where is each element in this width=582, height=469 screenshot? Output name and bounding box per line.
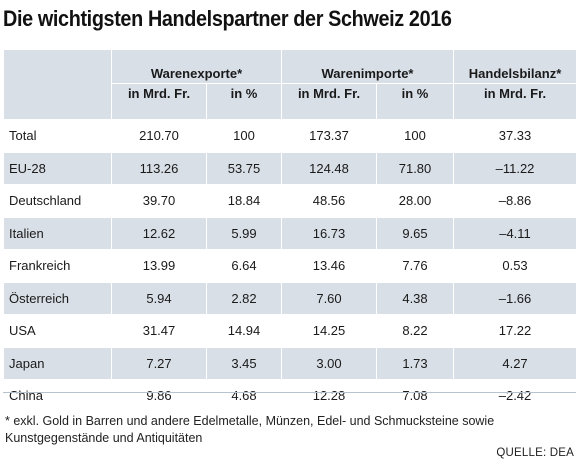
balance-cell: 17.22	[453, 314, 578, 348]
country-cell: Österreich	[3, 281, 112, 315]
balance-cell: 37.33	[453, 119, 578, 153]
exports-pct-cell: 4.68	[206, 379, 282, 413]
exports-pct-cell: 100	[206, 119, 282, 153]
header-imports-pct: in %	[375, 83, 455, 120]
table-row: China 9.86 4.68 12.28 7.08 –2.42	[3, 379, 578, 413]
table-row: Japan 7.27 3.45 3.00 1.73 4.27	[3, 346, 578, 380]
table-row: Frankreich 13.99 6.64 13.46 7.76 0.53	[3, 249, 578, 283]
imports-abs-cell: 7.60	[281, 281, 377, 315]
imports-abs-cell: 3.00	[281, 346, 377, 380]
imports-abs-cell: 48.56	[281, 184, 377, 218]
country-cell: USA	[3, 314, 112, 348]
header-exports: Warenexporte*	[111, 49, 282, 84]
header-imports-label: Warenimporte*	[321, 66, 414, 81]
exports-abs-cell: 9.86	[111, 379, 207, 413]
header-balance: Handelsbilanz*	[453, 49, 578, 84]
page-title: Die wichtigsten Handelspartner der Schwe…	[3, 6, 452, 31]
imports-pct-cell: 8.22	[375, 314, 455, 348]
balance-cell: –2.42	[453, 379, 578, 413]
table-row: USA 31.47 14.94 14.25 8.22 17.22	[3, 314, 578, 348]
country-cell: EU-28	[3, 151, 112, 185]
header-row-groups: Warenexporte* Warenimporte* Handelsbilan…	[3, 49, 578, 120]
exports-abs-cell: 31.47	[111, 314, 207, 348]
table-header: Warenexporte* Warenimporte* Handelsbilan…	[3, 49, 578, 120]
balance-cell: –11.22	[453, 151, 578, 185]
table-row: Italien 12.62 5.99 16.73 9.65 –4.11	[3, 216, 578, 250]
source-credit: QUELLE: DEA	[496, 447, 574, 459]
exports-abs-cell: 5.94	[111, 281, 207, 315]
country-cell: Italien	[3, 216, 112, 250]
header-balance-label: Handelsbilanz*	[468, 66, 562, 81]
header-imports: Warenimporte*	[280, 49, 455, 84]
header-exports-label: Warenexporte*	[150, 66, 243, 81]
table-body: Total 210.70 100 173.37 100 37.33 EU-28 …	[3, 119, 578, 413]
balance-cell: –8.86	[453, 184, 578, 218]
exports-pct-cell: 14.94	[206, 314, 282, 348]
table-row: Total 210.70 100 173.37 100 37.33	[3, 119, 578, 153]
imports-pct-cell: 28.00	[375, 184, 455, 218]
header-exports-abs: in Mrd. Fr.	[111, 83, 207, 120]
table-bottom-rule	[3, 392, 576, 393]
table-row: Deutschland 39.70 18.84 48.56 28.00 –8.8…	[3, 184, 578, 218]
imports-abs-cell: 14.25	[281, 314, 377, 348]
exports-abs-cell: 39.70	[111, 184, 207, 218]
imports-abs-cell: 124.48	[281, 151, 377, 185]
header-imports-abs: in Mrd. Fr.	[281, 83, 377, 120]
imports-abs-cell: 12.28	[281, 379, 377, 413]
balance-cell: –1.66	[453, 281, 578, 315]
country-cell: China	[3, 379, 112, 413]
table-row: Österreich 5.94 2.82 7.60 4.38 –1.66	[3, 281, 578, 315]
imports-pct-cell: 4.38	[375, 281, 455, 315]
imports-pct-cell: 100	[375, 119, 455, 153]
country-cell: Frankreich	[3, 249, 112, 283]
imports-abs-cell: 16.73	[281, 216, 377, 250]
header-balance-unit: in Mrd. Fr.	[453, 83, 578, 120]
balance-cell: 4.27	[453, 346, 578, 380]
exports-pct-cell: 53.75	[206, 151, 282, 185]
imports-abs-cell: 13.46	[281, 249, 377, 283]
table-row: EU-28 113.26 53.75 124.48 71.80 –11.22	[3, 151, 578, 185]
exports-abs-cell: 113.26	[111, 151, 207, 185]
imports-pct-cell: 7.76	[375, 249, 455, 283]
exports-pct-cell: 3.45	[206, 346, 282, 380]
exports-pct-cell: 6.64	[206, 249, 282, 283]
exports-abs-cell: 210.70	[111, 119, 207, 153]
header-exports-pct: in %	[206, 83, 282, 120]
balance-cell: –4.11	[453, 216, 578, 250]
header-row-units: in Mrd. Fr. in % in Mrd. Fr. in % in Mrd…	[4, 83, 578, 120]
trade-partners-table: Warenexporte* Warenimporte* Handelsbilan…	[3, 49, 578, 413]
country-cell: Deutschland	[3, 184, 112, 218]
exports-abs-cell: 13.99	[111, 249, 207, 283]
exports-abs-cell: 7.27	[111, 346, 207, 380]
exports-pct-cell: 5.99	[206, 216, 282, 250]
country-cell: Total	[3, 119, 112, 153]
imports-pct-cell: 1.73	[375, 346, 455, 380]
imports-pct-cell: 7.08	[375, 379, 455, 413]
footnote: * exkl. Gold in Barren und andere Edelme…	[5, 414, 495, 445]
country-cell: Japan	[3, 346, 112, 380]
header-corner-cell	[3, 49, 112, 120]
imports-pct-cell: 71.80	[375, 151, 455, 185]
balance-cell: 0.53	[453, 249, 578, 283]
exports-pct-cell: 2.82	[206, 281, 282, 315]
exports-abs-cell: 12.62	[111, 216, 207, 250]
imports-abs-cell: 173.37	[281, 119, 377, 153]
imports-pct-cell: 9.65	[375, 216, 455, 250]
exports-pct-cell: 18.84	[206, 184, 282, 218]
